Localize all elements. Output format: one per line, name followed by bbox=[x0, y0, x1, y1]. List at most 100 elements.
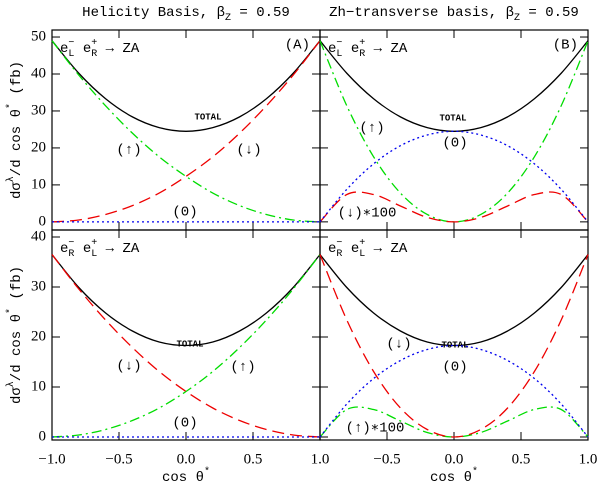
curve bbox=[319, 191, 589, 223]
chart-title: Helicity Basis, βZ = 0.59 bbox=[82, 5, 290, 24]
x-tick-label: −0.5 bbox=[373, 451, 400, 467]
x-tick-label: 0.0 bbox=[445, 451, 464, 467]
text-part: e bbox=[60, 41, 68, 57]
curve bbox=[319, 254, 589, 438]
text-part: dσ bbox=[9, 387, 25, 404]
y-tick-label: 20 bbox=[31, 139, 46, 155]
text-part: e bbox=[342, 241, 359, 257]
text-part: R bbox=[68, 249, 74, 260]
text-part: e bbox=[328, 241, 336, 257]
x-tick-label: −0.5 bbox=[105, 451, 132, 467]
y-axis-label: dσλ/d cos θ* (fb) bbox=[5, 61, 25, 199]
series-label: TOTAL bbox=[441, 340, 468, 350]
text-part: − bbox=[336, 38, 342, 49]
text-part: Zh−transverse basis, β bbox=[329, 5, 514, 21]
curve bbox=[51, 254, 321, 438]
series-label: TOTAL bbox=[194, 112, 221, 122]
text-part: → ZA bbox=[365, 241, 408, 257]
curve bbox=[319, 40, 589, 132]
text-part: * bbox=[204, 466, 210, 478]
curve bbox=[51, 40, 321, 132]
text-part: (fb) bbox=[9, 61, 25, 103]
text-part: (fb) bbox=[9, 266, 25, 308]
curve bbox=[319, 130, 589, 223]
series-label: (0) bbox=[172, 416, 197, 432]
series-label: (0) bbox=[442, 136, 467, 152]
text-part: Helicity Basis, β bbox=[82, 5, 225, 21]
x-tick-label: 1.0 bbox=[579, 451, 598, 467]
y-tick-label: 10 bbox=[31, 176, 46, 192]
text-part: − bbox=[336, 238, 342, 249]
y-tick-label: 20 bbox=[31, 328, 46, 344]
panel-frame bbox=[319, 229, 589, 441]
series-label: (0) bbox=[442, 360, 467, 376]
text-part: L bbox=[91, 249, 97, 260]
text-part: /d cos θ bbox=[9, 109, 25, 176]
text-part: → ZA bbox=[97, 41, 140, 57]
text-part: cos θ bbox=[430, 470, 472, 486]
text-part: − bbox=[68, 238, 74, 249]
text-part: e bbox=[328, 41, 336, 57]
y-tick-label: 0 bbox=[39, 428, 47, 444]
x-tick-label: −1.0 bbox=[38, 451, 65, 467]
series-label: (↑)∗100 bbox=[346, 421, 405, 437]
text-part: L bbox=[359, 249, 365, 260]
text-part: = 0.59 bbox=[520, 5, 579, 21]
series-label: (↑) bbox=[359, 121, 384, 137]
text-part: cos θ bbox=[162, 470, 204, 486]
text-part: → ZA bbox=[365, 41, 408, 57]
y-tick-label: 30 bbox=[31, 102, 46, 118]
y-axis-label: dσλ/d cos θ* (fb) bbox=[5, 266, 25, 404]
x-tick-label: 0.5 bbox=[512, 451, 531, 467]
panel-frame bbox=[51, 229, 321, 441]
series-label: TOTAL bbox=[439, 113, 466, 123]
x-tick-label: 0.5 bbox=[244, 451, 263, 467]
y-tick-label: 50 bbox=[31, 28, 46, 44]
series-label: (↑) bbox=[230, 360, 255, 376]
y-tick-label: 0 bbox=[39, 213, 47, 229]
text-part: * bbox=[472, 466, 478, 478]
text-part: R bbox=[91, 49, 97, 60]
text-part: λ bbox=[5, 381, 17, 387]
series-label: (↑) bbox=[116, 143, 141, 159]
x-axis-label: cos θ* bbox=[430, 466, 478, 486]
x-tick-label: 0.0 bbox=[177, 451, 196, 467]
text-part: − bbox=[68, 38, 74, 49]
process-label: e− L e+ R → ZA bbox=[328, 38, 408, 60]
text-part: λ bbox=[5, 176, 17, 182]
text-part: + bbox=[359, 238, 365, 249]
curve bbox=[319, 344, 589, 438]
series-label: (↓) bbox=[386, 337, 411, 353]
curve bbox=[51, 254, 321, 347]
text-part: + bbox=[91, 238, 97, 249]
text-part: + bbox=[359, 38, 365, 49]
text-part: + bbox=[91, 38, 97, 49]
text-part: /d cos θ bbox=[9, 314, 25, 381]
text-part: L bbox=[68, 49, 74, 60]
text-part: L bbox=[336, 49, 342, 60]
series-label: TOTAL bbox=[176, 339, 203, 349]
text-part: e bbox=[74, 41, 91, 57]
text-part: e bbox=[74, 241, 91, 257]
chart-title: Zh−transverse basis, βZ = 0.59 bbox=[329, 5, 579, 24]
text-part: e bbox=[342, 41, 359, 57]
text-part: → ZA bbox=[97, 241, 140, 257]
process-label: e− R e+ L → ZA bbox=[60, 238, 140, 260]
x-tick-label: 1.0 bbox=[311, 451, 330, 467]
y-tick-label: 10 bbox=[31, 378, 46, 394]
text-part: R bbox=[359, 49, 365, 60]
x-axis-label: cos θ* bbox=[162, 466, 210, 486]
text-part: e bbox=[60, 241, 68, 257]
y-tick-label: 40 bbox=[31, 228, 46, 244]
text-part: Z bbox=[514, 13, 520, 24]
curve bbox=[319, 254, 589, 347]
process-label: e− R e+ L → ZA bbox=[328, 238, 408, 260]
y-tick-label: 30 bbox=[31, 278, 46, 294]
text-part: Z bbox=[225, 13, 231, 24]
series-label: (↓) bbox=[236, 143, 261, 159]
text-part: * bbox=[5, 103, 17, 109]
curve bbox=[51, 254, 321, 438]
text-part: = 0.59 bbox=[231, 5, 290, 21]
process-label: e− L e+ R → ZA bbox=[60, 38, 140, 60]
